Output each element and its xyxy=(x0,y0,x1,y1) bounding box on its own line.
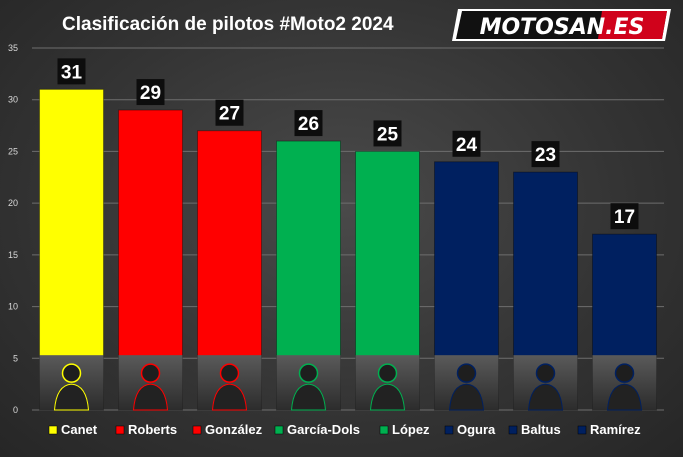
legend-label-Baltus: Baltus xyxy=(521,422,561,437)
rider-body-icon xyxy=(448,383,485,411)
data-labels: 31 29 27 26 25 24 23 17 xyxy=(57,58,639,230)
legend: Canet Roberts González García-Dols López Ogur… xyxy=(48,422,641,437)
legend-swatch xyxy=(274,425,284,435)
data-label-box xyxy=(610,203,639,230)
rider-body-icon xyxy=(606,383,643,411)
y-tick-label: 25 xyxy=(8,146,18,156)
rider-body-icon xyxy=(527,383,564,411)
legend-label-Ogura: Ogura xyxy=(457,422,496,437)
logo-text: MOTOSAN.ES xyxy=(480,15,645,40)
helmet-icon xyxy=(61,363,82,383)
rider-body-icon xyxy=(369,383,406,411)
legend-swatch xyxy=(48,425,58,435)
helmet-icon xyxy=(456,363,477,383)
legend-label-González: González xyxy=(205,422,263,437)
data-label: 27 xyxy=(219,104,240,125)
helmet-icon xyxy=(140,363,161,383)
y-tick-label: 10 xyxy=(8,302,18,312)
y-axis: 0 5 10 15 20 25 30 35 xyxy=(8,43,18,415)
data-label: 17 xyxy=(614,207,635,228)
bars xyxy=(39,88,657,411)
legend-swatch xyxy=(444,425,454,435)
legend-swatch xyxy=(379,425,389,435)
legend-label-Roberts: Roberts xyxy=(128,422,177,437)
data-label-box xyxy=(294,110,323,137)
motosan-logo: MOTOSAN.ES xyxy=(452,9,671,41)
helmet-icon xyxy=(535,363,556,383)
data-label-box xyxy=(136,79,165,106)
legend-swatch xyxy=(508,425,518,435)
data-label: 23 xyxy=(535,145,556,166)
data-label-box xyxy=(373,120,402,147)
legend-label-Ramírez: Ramírez xyxy=(590,422,641,437)
data-label-box xyxy=(452,130,481,157)
chart-title: Clasificación de pilotos #Moto2 2024 xyxy=(62,14,394,35)
rider-body-icon xyxy=(53,383,90,411)
y-tick-label: 30 xyxy=(8,95,18,105)
data-label-box xyxy=(215,99,244,126)
data-label: 24 xyxy=(456,135,478,156)
legend-swatch xyxy=(192,425,202,435)
legend-swatch xyxy=(115,425,125,435)
rider-body-icon xyxy=(290,383,327,411)
y-tick-label: 20 xyxy=(8,198,18,208)
rider-body-icon xyxy=(132,383,169,411)
legend-label-López: López xyxy=(392,422,430,437)
data-label: 29 xyxy=(140,83,161,104)
data-label-box xyxy=(57,58,86,85)
helmet-icon xyxy=(377,363,398,383)
legend-swatch xyxy=(577,425,587,435)
legend-label-García-Dols: García-Dols xyxy=(287,422,360,437)
helmet-icon xyxy=(219,363,240,383)
y-tick-label: 35 xyxy=(8,43,18,53)
helmet-icon xyxy=(614,363,635,383)
rider-body-icon xyxy=(211,383,248,411)
helmet-icon xyxy=(298,363,319,383)
data-label: 25 xyxy=(377,124,399,145)
y-tick-label: 0 xyxy=(13,405,18,415)
data-label-box xyxy=(531,141,560,168)
y-tick-label: 15 xyxy=(8,250,18,260)
data-label: 26 xyxy=(298,114,319,135)
legend-label-Canet: Canet xyxy=(61,422,98,437)
data-label: 31 xyxy=(61,62,83,83)
y-tick-label: 5 xyxy=(13,353,18,363)
